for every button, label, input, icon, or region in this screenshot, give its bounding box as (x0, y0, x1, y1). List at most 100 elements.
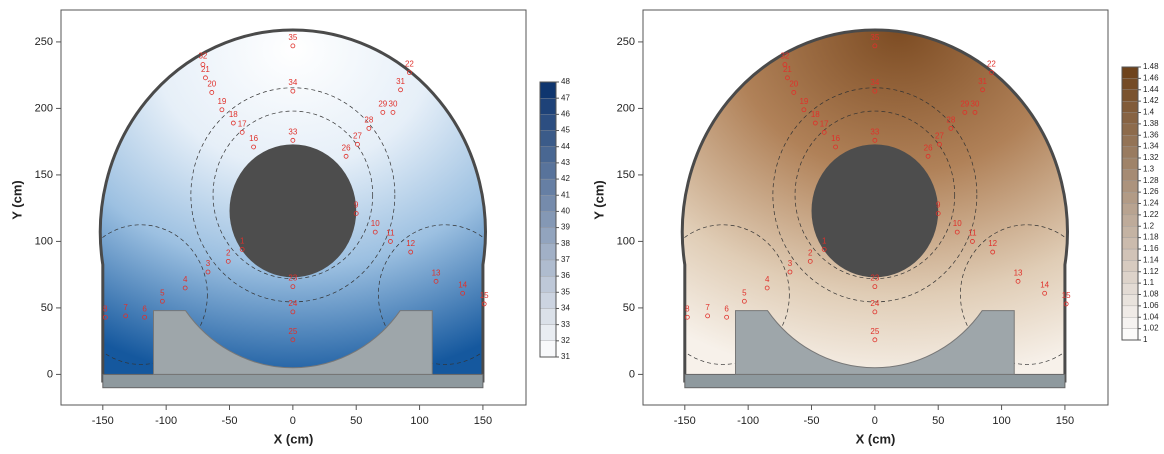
x-tick-label: 50 (932, 415, 944, 427)
colorbar-label: 1.24 (1143, 199, 1159, 208)
colorbar-label: 32 (561, 336, 570, 345)
sensor (1042, 290, 1048, 296)
pipe (229, 144, 357, 278)
colorbar-band (1121, 112, 1139, 125)
x-tick-label: -150 (674, 415, 696, 427)
colorbar-band (539, 81, 557, 99)
colorbar-label: 35 (561, 287, 570, 296)
sensor (821, 246, 827, 252)
sensor (705, 313, 711, 319)
sensor-label: 22 (987, 60, 996, 69)
colorbar-band (539, 178, 557, 196)
sensor-label: 16 (831, 134, 840, 143)
colorbar-label: 46 (561, 109, 570, 118)
sensor (872, 43, 878, 49)
colorbar-label: 1.06 (1143, 301, 1159, 310)
x-tick-label: 150 (1056, 415, 1074, 427)
contour-line (794, 110, 956, 280)
sensor-label: 13 (1014, 268, 1023, 277)
sensor-label: 26 (342, 143, 351, 152)
x-tick-label: -50 (222, 415, 238, 427)
colorbar-band (539, 227, 557, 244)
colorbar-label: 1.4 (1143, 108, 1155, 117)
tunnel-outline (680, 28, 1069, 383)
colorbar-band (1121, 282, 1139, 295)
sensor (407, 70, 412, 75)
sensor (872, 88, 878, 94)
y-tick-label: 100 (35, 235, 53, 247)
sensor-label: 32 (198, 52, 207, 61)
sensor (785, 75, 790, 81)
colorbar-label: 1.14 (1143, 255, 1159, 264)
sensor-label: 34 (288, 78, 297, 87)
sensor-label: 26 (924, 143, 933, 152)
colorbar-label: 1.38 (1143, 119, 1159, 128)
colorbar-band (539, 130, 557, 147)
sensor (398, 87, 403, 93)
colorbar-band (539, 98, 557, 115)
colorbar-label: 1.12 (1143, 267, 1159, 276)
colorbar-label: 34 (561, 304, 570, 313)
sensor-label: 33 (870, 127, 879, 136)
sensor-label: 21 (201, 65, 210, 74)
colorbar-band (539, 162, 557, 180)
sensor (200, 62, 206, 67)
sensor (872, 137, 878, 143)
colorbar-band (539, 211, 557, 228)
colorbar-label: 41 (561, 190, 570, 199)
sensor-label: 22 (405, 60, 414, 69)
sensor-label: 15 (480, 291, 489, 300)
sensor-label: 2 (808, 248, 813, 257)
colorbar-label: 1.42 (1143, 96, 1159, 105)
sensor-label: 5 (160, 288, 165, 297)
sensor (1015, 278, 1021, 284)
sensor-label: 29 (960, 100, 969, 109)
colorbar-band (1121, 317, 1139, 329)
y-tick-label: 0 (47, 368, 53, 380)
y-tick-label: 0 (629, 368, 635, 380)
sensor (782, 62, 788, 67)
sensor (433, 278, 439, 284)
floor (102, 373, 484, 389)
colorbar-band (539, 114, 557, 131)
colorbar-band (1121, 100, 1139, 113)
colorbar-label: 1.46 (1143, 73, 1159, 82)
y-tick-label: 50 (41, 302, 53, 314)
colorbar-label: 31 (561, 352, 570, 361)
sensor-label: 20 (789, 80, 798, 89)
sensor (935, 211, 941, 216)
contour-line (378, 224, 486, 365)
y-tick-label: 150 (35, 169, 53, 181)
sensor-label: 24 (288, 299, 297, 308)
colorbar-band (1121, 226, 1139, 238)
colorbar-band (1121, 248, 1139, 261)
sensor (1063, 301, 1069, 307)
colorbar-label: 1.1 (1143, 278, 1155, 287)
sensor (205, 269, 211, 275)
contour-line (960, 224, 1068, 365)
colorbar-band (539, 324, 557, 341)
colorbar-band (1121, 89, 1139, 102)
sensor (741, 298, 747, 304)
sensor-label: 27 (353, 131, 362, 140)
colorbar-band (1121, 146, 1139, 159)
x-axis-title: X (cm) (274, 431, 314, 446)
sensor-label: 27 (935, 131, 944, 140)
sensor (980, 87, 985, 93)
colorbar-label: 1.36 (1143, 130, 1159, 139)
sensor (990, 249, 996, 255)
colorbar-label: 44 (561, 142, 570, 151)
sensor-label: 12 (988, 239, 997, 248)
sensor (203, 75, 208, 81)
sensor (230, 120, 236, 126)
y-tick-label: 250 (35, 36, 53, 48)
sensor-label: 20 (207, 80, 216, 89)
sensor-label: 28 (946, 115, 955, 124)
colorbar-frame (1121, 66, 1139, 341)
floor (684, 373, 1066, 389)
colorbar-band (539, 259, 557, 277)
sensor (954, 229, 960, 235)
sensor-label: 33 (288, 127, 297, 136)
x-tick-label: 0 (872, 415, 878, 427)
